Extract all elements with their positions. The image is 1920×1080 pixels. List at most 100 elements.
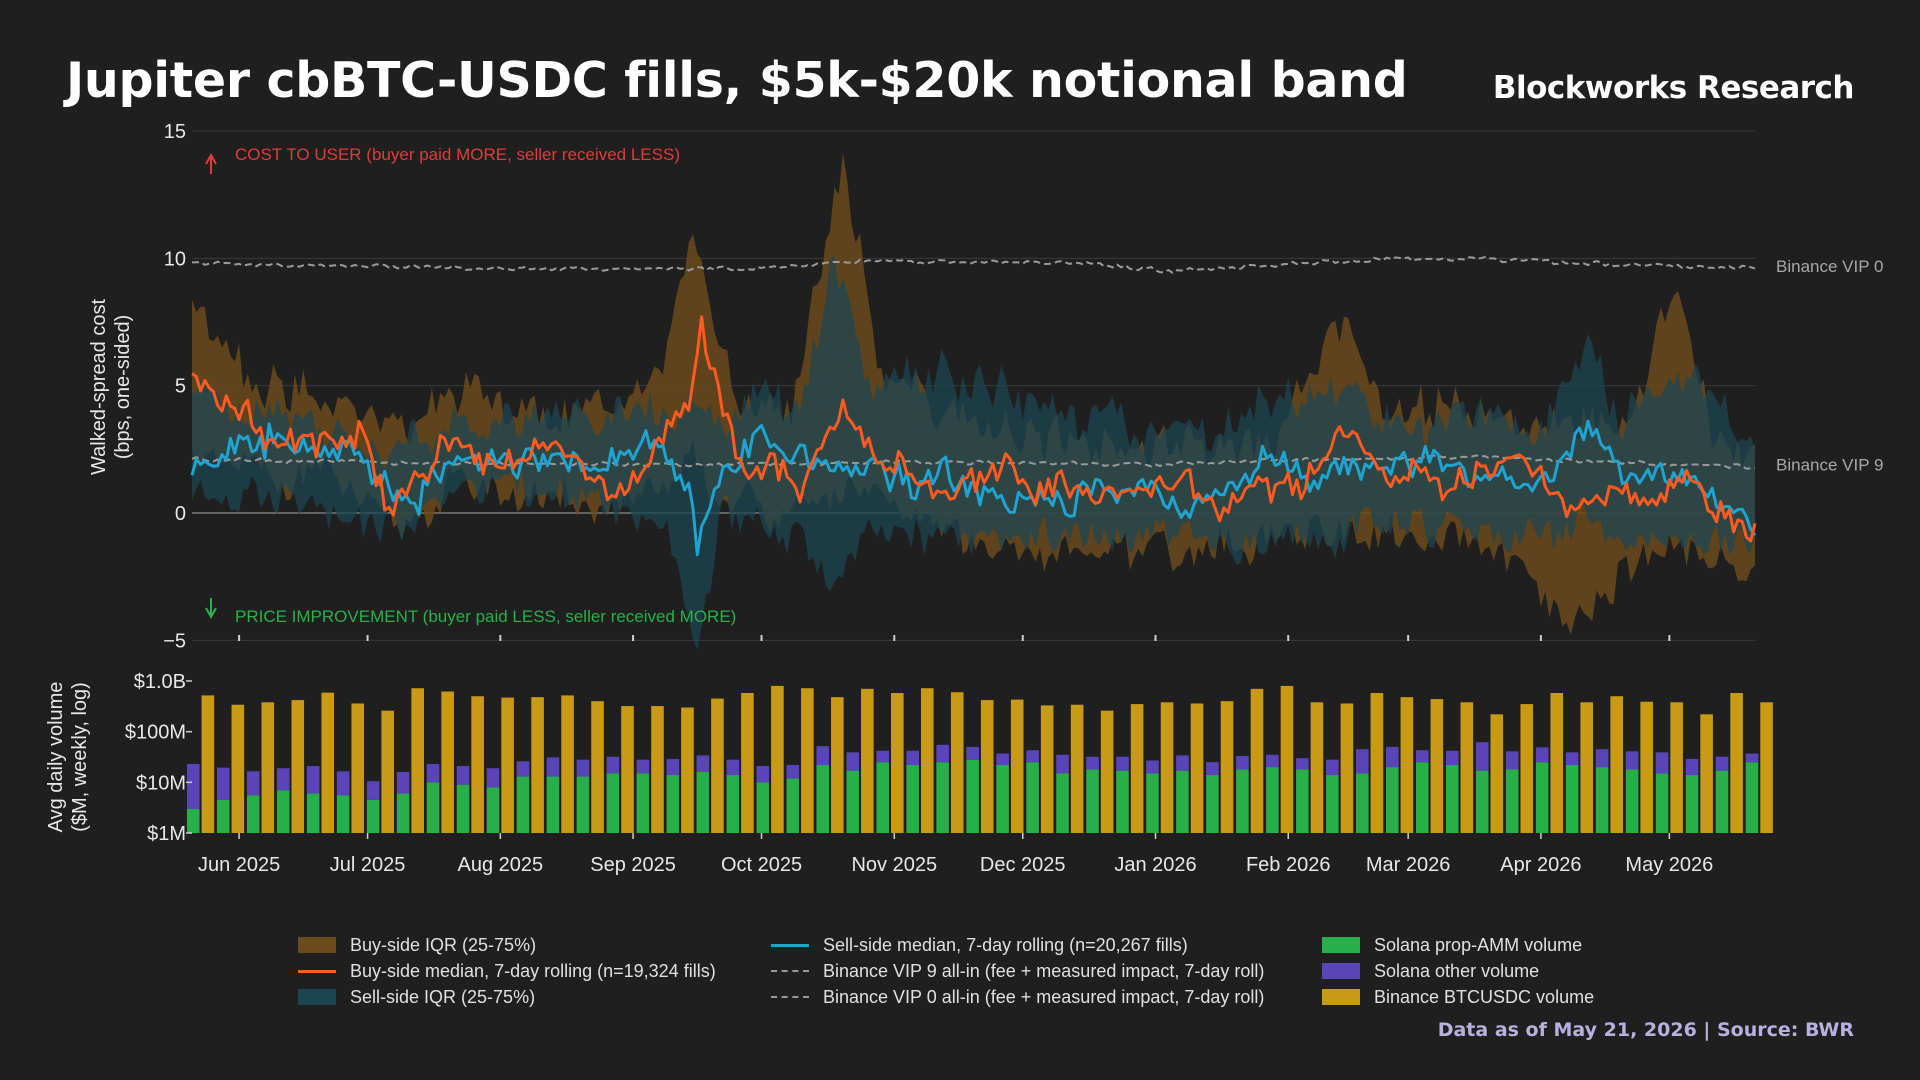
- legend-label: Solana other volume: [1374, 960, 1540, 981]
- reference-line-label: Binance VIP 9: [1776, 456, 1883, 475]
- solana-prop-amm-bar: [366, 799, 380, 833]
- solana-prop-amm-bar: [1475, 770, 1489, 833]
- legend-swatch: [298, 989, 336, 1005]
- legend-swatch: [298, 969, 336, 973]
- solana-prop-amm-bar: [306, 793, 320, 833]
- solana-prop-amm-bar: [1595, 767, 1609, 833]
- solana-prop-amm-bar: [756, 782, 770, 833]
- solana-other-bar: [636, 759, 650, 774]
- solana-prop-amm-bar: [186, 808, 200, 833]
- solana-prop-amm-bar: [546, 776, 560, 833]
- binance-btcusdc-bar: [1160, 702, 1174, 833]
- solana-other-bar: [336, 771, 350, 796]
- solana-other-bar: [1385, 746, 1399, 768]
- binance-btcusdc-bar: [980, 700, 994, 833]
- binance-vip9-line: [191, 453, 1755, 470]
- solana-prop-amm-bar: [636, 773, 650, 833]
- legend-label: Buy-side IQR (25-75%): [350, 934, 537, 955]
- solana-prop-amm-bar: [1685, 774, 1699, 833]
- solana-other-bar: [846, 752, 860, 771]
- bottom-y-tick-label: $1M: [147, 823, 186, 845]
- solana-prop-amm-bar: [1655, 773, 1669, 833]
- solana-prop-amm-bar: [786, 778, 800, 833]
- legend-swatch: [771, 996, 809, 998]
- binance-btcusdc-bar: [1730, 692, 1743, 833]
- solana-prop-amm-bar: [336, 795, 350, 833]
- up-arrow-icon: [205, 152, 217, 174]
- solana-other-bar: [246, 771, 260, 796]
- solana-prop-amm-bar: [906, 764, 919, 833]
- bottom-panel-axis: $1.0B $100M $10M $1M Avg daily volume ($M, we…: [45, 671, 1713, 876]
- legend-item: Binance BTCUSDC volume: [1322, 984, 1594, 1010]
- binance-reference-lines: Binance VIP 0 Binance VIP 9: [191, 255, 1883, 475]
- solana-prop-amm-bar: [1326, 774, 1339, 833]
- binance-btcusdc-bar: [321, 692, 335, 833]
- binance-btcusdc-bar: [381, 710, 395, 833]
- solana-prop-amm-bar: [1206, 774, 1219, 833]
- bottom-y-axis-label: Avg daily volume ($M, weekly, log): [45, 682, 91, 833]
- legend-item: Solana prop-AMM volume: [1322, 932, 1594, 958]
- solana-prop-amm-bar: [966, 759, 979, 833]
- solana-other-bar: [996, 753, 1009, 765]
- x-tick-label: Nov 2025: [851, 854, 937, 876]
- binance-btcusdc-bar: [1400, 697, 1414, 833]
- solana-prop-amm-bar: [1535, 762, 1549, 833]
- y-tick-label: 5: [175, 376, 186, 398]
- x-tick-label: Jul 2025: [330, 854, 406, 876]
- reference-line-label: Binance VIP 0: [1776, 257, 1883, 276]
- solana-other-bar: [1236, 756, 1249, 770]
- x-tick-label: Oct 2025: [721, 854, 802, 876]
- bottom-y-tick-label: $1.0B: [134, 671, 186, 693]
- binance-btcusdc-bar: [1100, 710, 1114, 833]
- legend-label: Sell-side median, 7-day rolling (n=20,26…: [823, 934, 1188, 955]
- solana-prop-amm-bar: [396, 793, 410, 833]
- binance-btcusdc-bar: [531, 697, 544, 833]
- binance-btcusdc-bar: [1760, 702, 1773, 833]
- solana-other-bar: [1086, 756, 1099, 770]
- legend-label: Solana prop-AMM volume: [1374, 934, 1583, 955]
- iqr-bands: [192, 153, 1755, 650]
- legend-item: Sell-side IQR (25-75%): [298, 984, 716, 1010]
- solana-prop-amm-bar: [816, 764, 830, 833]
- binance-btcusdc-bar: [801, 688, 814, 833]
- y-tick-label: −5: [163, 630, 186, 652]
- solana-prop-amm-bar: [1146, 773, 1159, 833]
- solana-other-bar: [486, 768, 500, 788]
- y-tick-label: 10: [164, 248, 186, 270]
- solana-other-bar: [1146, 760, 1159, 774]
- legend-swatch: [771, 943, 809, 947]
- solana-other-bar: [936, 744, 949, 763]
- solana-prop-amm-bar: [1505, 769, 1519, 833]
- binance-btcusdc-bar: [1340, 703, 1354, 833]
- binance-btcusdc-bar: [681, 707, 694, 833]
- binance-btcusdc-bar: [1580, 702, 1594, 833]
- solana-other-bar: [726, 759, 740, 775]
- solana-prop-amm-bar: [1356, 773, 1369, 833]
- solana-prop-amm-bar: [456, 784, 470, 833]
- solana-prop-amm-bar: [846, 770, 860, 833]
- binance-btcusdc-bar: [831, 697, 844, 833]
- binance-btcusdc-bar: [231, 704, 245, 833]
- binance-btcusdc-bar: [1430, 699, 1444, 833]
- binance-btcusdc-bar: [1040, 705, 1054, 833]
- solana-other-bar: [216, 767, 230, 800]
- solana-other-bar: [1565, 752, 1579, 765]
- brand-logo-text: Blockworks Research: [1492, 70, 1855, 106]
- solana-prop-amm-bar: [1415, 762, 1429, 833]
- solana-prop-amm-bar: [1745, 762, 1759, 833]
- solana-other-bar: [366, 781, 380, 800]
- top-panel-axis: 15 10 5 0 −5 Walked-spread cost (bps, one-side…: [88, 121, 1671, 652]
- solana-prop-amm-bar: [1296, 769, 1309, 833]
- solana-prop-amm-bar: [726, 774, 740, 833]
- binance-btcusdc-bar: [1010, 699, 1024, 833]
- solana-other-bar: [1296, 758, 1309, 770]
- binance-btcusdc-bar: [1520, 704, 1534, 833]
- solana-prop-amm-bar: [1625, 769, 1639, 833]
- binance-btcusdc-bar: [591, 701, 604, 833]
- bottom-y-tick-label: $10M: [136, 772, 186, 794]
- x-tick-label: Mar 2026: [1366, 854, 1451, 876]
- binance-btcusdc-bar: [1190, 703, 1204, 833]
- legend-swatch: [1322, 937, 1360, 953]
- binance-btcusdc-bar: [1130, 704, 1144, 833]
- binance-btcusdc-bar: [651, 706, 664, 833]
